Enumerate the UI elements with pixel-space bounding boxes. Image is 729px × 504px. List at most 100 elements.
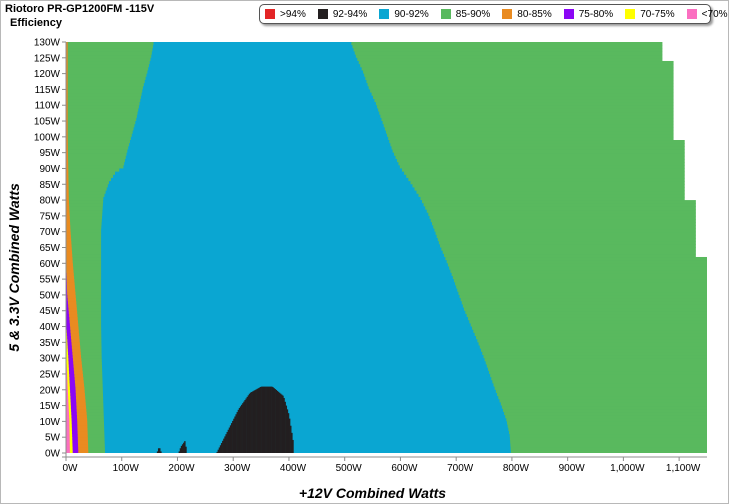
- band-80-85-row: [66, 336, 80, 340]
- band-80-85-row: [66, 95, 68, 100]
- band-80-85-row: [66, 313, 78, 318]
- band-7075-row: [66, 342, 68, 347]
- band-90-92-row: [129, 143, 391, 147]
- band-90-92-row: [128, 146, 392, 150]
- band-70-row: [66, 434, 70, 438]
- band-7075-row: [66, 386, 70, 391]
- y-tick-label: 95W: [39, 148, 60, 159]
- band-92-94-column: [232, 420, 234, 453]
- band-90-92-row: [152, 45, 353, 49]
- band-80-85-row: [66, 149, 68, 154]
- band-92-94-column: [281, 394, 283, 453]
- y-tick-label: 25W: [39, 369, 60, 380]
- band-92-94-column: [229, 425, 232, 453]
- band-80-85-row: [66, 177, 69, 182]
- band-7075-row: [66, 373, 70, 378]
- band-80-85-row: [66, 326, 79, 331]
- band-80-85-row: [66, 130, 68, 135]
- band-90-92-row: [104, 437, 510, 441]
- band-80-85-row: [66, 187, 69, 192]
- band-92-94-column: [274, 388, 276, 453]
- band-80-85-row: [66, 209, 70, 214]
- band-7075-row: [66, 358, 69, 362]
- y-tick-label: 5W: [45, 433, 61, 444]
- band-90-92-row: [101, 238, 438, 242]
- band-90-92-row: [102, 377, 492, 381]
- band-80-85-row: [66, 225, 71, 230]
- band-70-row: [66, 411, 70, 416]
- band-90-92-row: [102, 364, 487, 369]
- band-92-94-column: [217, 449, 220, 453]
- band-92-94-column: [259, 386, 262, 453]
- band-7075-row: [66, 383, 70, 388]
- band-7580-row: [66, 367, 74, 372]
- band-90-92-row: [152, 48, 354, 52]
- band-7075-row: [66, 348, 68, 353]
- band-90-92-row: [101, 354, 484, 359]
- band-7580-row: [66, 326, 71, 331]
- band-92-94-column: [277, 391, 280, 453]
- legend-item: 85-90%: [440, 9, 490, 20]
- band-92-94-column: [156, 451, 159, 453]
- legend-item: 92-94%: [317, 9, 367, 20]
- band-90-92-row: [101, 244, 441, 248]
- legend-swatch: [379, 9, 390, 19]
- band-80-85-row: [66, 108, 68, 113]
- band-90-92-row: [141, 92, 372, 97]
- band-92-94-column: [220, 443, 223, 453]
- band-70-row: [66, 399, 69, 403]
- band-80-85-row: [66, 203, 70, 207]
- legend-label: >94%: [280, 8, 306, 20]
- band-7075-row: [66, 336, 68, 340]
- y-tick-label: 90W: [39, 164, 60, 175]
- band-92-94-column: [246, 396, 249, 453]
- band-90-92-row: [151, 54, 356, 59]
- band-90-92-row: [149, 60, 359, 65]
- x-tick-label: 700W: [447, 463, 474, 474]
- band-92-94-column: [216, 451, 218, 453]
- band-80-85-row: [66, 358, 82, 362]
- band-90-92-row: [101, 266, 450, 271]
- band-80-85-row: [66, 367, 83, 372]
- band-90-92-row: [101, 307, 464, 312]
- band-90-92-row: [140, 98, 375, 103]
- legend-swatch: [317, 9, 328, 19]
- band-90-92-row: [101, 294, 460, 299]
- band-80-85-row: [66, 301, 77, 305]
- band-80-85-row: [66, 76, 68, 81]
- band-90-92-row: [104, 440, 511, 445]
- band-7580-row: [66, 402, 77, 407]
- band-92-94-column: [271, 386, 273, 453]
- band-92-94-column: [223, 438, 225, 453]
- band-92-94-column: [235, 414, 237, 453]
- band-80-85-row: [66, 238, 72, 242]
- band-92-94-column: [255, 389, 257, 453]
- band-92-94-column: [243, 401, 245, 453]
- band-70-row: [66, 386, 68, 391]
- band-80-85-row: [66, 111, 68, 116]
- band-92-94-column: [288, 418, 291, 453]
- band-90-92-row: [104, 427, 509, 432]
- band-80-85-row: [66, 222, 71, 226]
- legend-label: 70-75%: [640, 8, 675, 20]
- band-90-92-row: [119, 168, 402, 173]
- y-tick-label: 20W: [39, 385, 60, 396]
- band-80-85-row: [66, 247, 72, 252]
- x-tick-label: 900W: [559, 463, 586, 474]
- band-90-92-row: [124, 162, 399, 166]
- legend-label: 75-80%: [578, 8, 614, 20]
- band-70-row: [66, 424, 70, 429]
- band-7075-row: [66, 367, 69, 372]
- band-7580-row: [66, 332, 71, 337]
- band-90-92-row: [101, 285, 457, 290]
- band-90-92-row: [103, 405, 502, 410]
- band-80-85-row: [66, 114, 68, 119]
- band-80-85-row: [66, 184, 69, 188]
- band-7580-row: [66, 373, 75, 378]
- legend-swatch: [625, 9, 636, 19]
- band-92-94-column: [291, 432, 293, 453]
- band-90-92-row: [150, 57, 358, 62]
- band-90-92-row: [104, 446, 511, 451]
- legend-swatch: [563, 9, 574, 19]
- band-85-90-row: [66, 86, 674, 90]
